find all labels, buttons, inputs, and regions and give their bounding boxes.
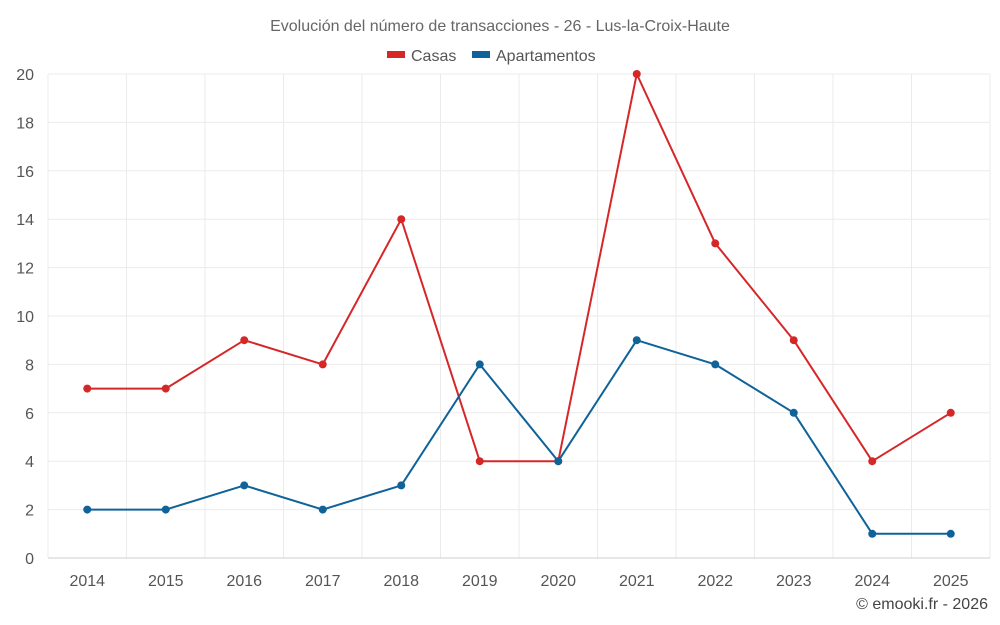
point-apartamentos-2017[interactable] [318, 505, 327, 514]
x-tick-label-2023: 2023 [776, 573, 812, 590]
x-tick-label-2019: 2019 [462, 573, 498, 590]
chart-title: Evolución del número de transacciones - … [270, 18, 730, 35]
point-apartamentos-2023[interactable] [789, 408, 798, 417]
point-casas-2025[interactable] [946, 408, 955, 417]
legend-item-apartamentos[interactable]: Apartamentos [472, 48, 596, 65]
y-tick-label: 10 [16, 309, 34, 326]
x-tick-label-2015: 2015 [148, 573, 184, 590]
point-casas-2017[interactable] [318, 360, 327, 369]
point-apartamentos-2019[interactable] [475, 360, 484, 369]
x-tick-label-2021: 2021 [619, 573, 655, 590]
point-casas-2019[interactable] [475, 457, 484, 466]
point-casas-2015[interactable] [161, 384, 170, 393]
point-apartamentos-2022[interactable] [711, 360, 720, 369]
y-tick-label: 0 [25, 551, 34, 568]
legend: Casas Apartamentos [387, 48, 596, 65]
point-casas-2024[interactable] [868, 457, 877, 466]
legend-item-casas[interactable]: Casas [387, 48, 456, 65]
x-tick-label-2014: 2014 [69, 573, 105, 590]
credit-text: © emooki.fr - 2026 [856, 596, 988, 613]
x-tick-label-2024: 2024 [854, 573, 890, 590]
point-casas-2016[interactable] [240, 336, 249, 345]
legend-label-casas: Casas [411, 48, 456, 65]
y-tick-label: 16 [16, 164, 34, 181]
series [83, 70, 955, 538]
legend-label-apartamentos: Apartamentos [496, 48, 596, 65]
point-casas-2014[interactable] [83, 384, 92, 393]
y-tick-label: 12 [16, 261, 34, 278]
legend-swatch-apartamentos [472, 51, 490, 58]
point-apartamentos-2021[interactable] [632, 336, 641, 345]
y-tick-label: 4 [25, 454, 34, 471]
point-apartamentos-2025[interactable] [946, 529, 955, 538]
series-line-apartamentos [87, 339, 951, 535]
axes: 0 2 4 6 8 10 12 14 16 18 20 2014 2015 2016 2017 2018 201… [16, 67, 990, 590]
point-apartamentos-2014[interactable] [83, 505, 92, 514]
x-tick-label-2018: 2018 [383, 573, 419, 590]
legend-swatch-casas [387, 51, 405, 58]
y-tick-label: 18 [16, 115, 34, 132]
point-apartamentos-2016[interactable] [240, 481, 249, 490]
y-tick-label: 2 [25, 503, 34, 520]
y-tick-label: 6 [25, 406, 34, 423]
point-casas-2022[interactable] [711, 239, 720, 248]
y-tick-label: 14 [16, 212, 34, 229]
x-tick-label-2020: 2020 [540, 573, 576, 590]
y-tick-label: 8 [25, 357, 34, 374]
point-casas-2023[interactable] [789, 336, 798, 345]
point-apartamentos-2015[interactable] [161, 505, 170, 514]
x-tick-label-2022: 2022 [697, 573, 733, 590]
y-tick-label: 20 [16, 67, 34, 84]
series-line-casas [87, 73, 952, 463]
point-casas-2018[interactable] [397, 215, 406, 224]
x-tick-label-2017: 2017 [305, 573, 341, 590]
point-apartamentos-2024[interactable] [868, 529, 877, 538]
grid [47, 73, 991, 558]
x-tick-label-2025: 2025 [933, 573, 969, 590]
point-apartamentos-2020[interactable] [554, 457, 563, 466]
x-tick-label-2016: 2016 [226, 573, 262, 590]
point-apartamentos-2018[interactable] [397, 481, 406, 490]
point-casas-2021[interactable] [632, 70, 641, 78]
